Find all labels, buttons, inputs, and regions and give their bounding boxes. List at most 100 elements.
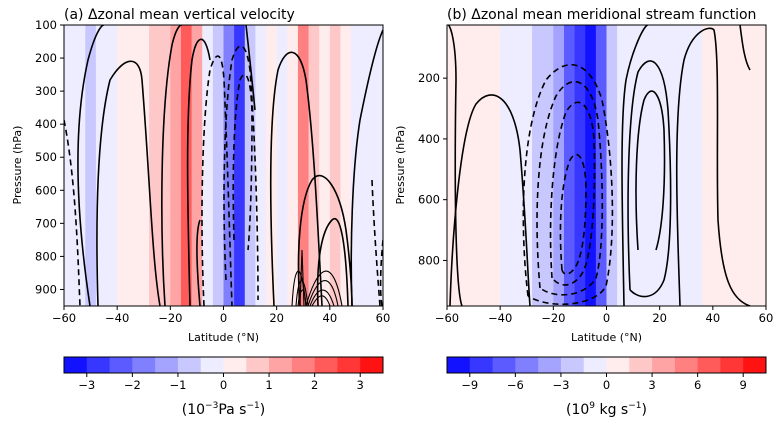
contour-line xyxy=(232,73,253,251)
colorbar-tick-label: −6 xyxy=(507,378,524,392)
shading-band xyxy=(159,25,171,306)
colorbar-segment xyxy=(291,357,316,373)
shading-band xyxy=(521,25,533,306)
contour-line xyxy=(536,80,604,296)
contour-line xyxy=(269,51,323,306)
contour-line xyxy=(559,153,587,275)
shading-band xyxy=(574,25,586,306)
shading-band xyxy=(734,25,746,306)
contour-line xyxy=(621,25,649,306)
shading-band xyxy=(712,25,725,306)
y-tick-label: 800 xyxy=(35,249,57,263)
contour-line xyxy=(223,45,259,301)
panel-b-y-axis: 200 400 600 800 xyxy=(418,71,447,267)
contour-line xyxy=(311,295,331,306)
shading-band xyxy=(489,25,501,306)
colorbar-segment xyxy=(64,357,88,373)
shading-band xyxy=(457,25,469,306)
colorbar-tick-label: 0 xyxy=(603,378,610,392)
shading-band xyxy=(234,25,246,306)
colorbar-tick-label: 1 xyxy=(265,378,272,392)
contour-line xyxy=(549,101,596,286)
shading-band xyxy=(287,25,299,306)
contour-line xyxy=(316,217,349,306)
colorbar-a-label: (10−3Pa s−1) xyxy=(182,401,265,418)
panel-b-xlabel: Latitude (°N) xyxy=(571,331,642,344)
panel-a-x-axis: −60 −40 −20 0 20 40 60 xyxy=(52,306,390,325)
colorbar-segment xyxy=(132,357,156,373)
colorbar-b: −9 −6 −3 0 3 6 9 (109 kg s−1) xyxy=(446,356,767,418)
x-tick-label: 20 xyxy=(269,311,284,325)
panel-b-shading xyxy=(447,25,766,306)
shading-band xyxy=(180,25,193,306)
colorbar-segment xyxy=(560,357,585,373)
shading-band xyxy=(723,25,735,306)
x-tick-label: −40 xyxy=(488,311,512,325)
colorbar-segment xyxy=(606,357,630,373)
shading-band xyxy=(627,25,639,306)
shading-band xyxy=(372,25,383,306)
contour-line xyxy=(305,270,343,306)
x-tick-label: 0 xyxy=(603,311,610,325)
x-tick-label: 20 xyxy=(652,311,667,325)
shading-band xyxy=(532,25,544,306)
shading-band xyxy=(266,25,278,306)
contour-line xyxy=(307,280,339,306)
shading-band xyxy=(64,25,76,306)
x-tick-label: −40 xyxy=(105,311,129,325)
y-tick-label: 100 xyxy=(35,18,57,32)
shading-band xyxy=(127,25,140,306)
x-tick-label: 40 xyxy=(323,311,338,325)
contour-line xyxy=(379,239,383,306)
x-tick-label: 40 xyxy=(706,311,721,325)
shading-band xyxy=(447,25,459,306)
colorbar-b-label: (109 kg s−1) xyxy=(566,401,647,418)
shading-band xyxy=(170,25,182,306)
panel-a-shading xyxy=(64,25,383,306)
colorbar-segment xyxy=(515,357,539,373)
x-tick-label: −20 xyxy=(541,311,565,325)
x-tick-label: −60 xyxy=(435,311,459,325)
shading-band xyxy=(244,25,256,306)
colorbar-tick-label: −3 xyxy=(552,378,569,392)
colorbar-segment xyxy=(469,357,493,373)
shading-band xyxy=(478,25,491,306)
contour-line xyxy=(350,29,383,306)
x-tick-label: 60 xyxy=(759,311,774,325)
shading-band xyxy=(755,25,766,306)
contour-line xyxy=(196,219,201,306)
shading-band xyxy=(276,25,288,306)
colorbar-a: −3 −2 −1 0 1 2 3 (10−3Pa s−1) xyxy=(63,356,384,418)
panel-a: −60 −40 −20 0 20 40 60 100 200 300 400 500 600 700 80… xyxy=(11,7,390,344)
contour-line xyxy=(96,60,161,306)
shading-band xyxy=(74,25,86,306)
shading-band xyxy=(585,25,597,306)
colorbar-tick-label: −2 xyxy=(124,378,141,392)
colorbar-segment xyxy=(337,357,361,373)
panel-b-neg-contours xyxy=(522,63,614,306)
y-tick-label: 200 xyxy=(418,71,440,85)
colorbar-segment xyxy=(246,357,270,373)
y-tick-label: 200 xyxy=(35,51,57,65)
colorbar-segment xyxy=(177,357,202,373)
colorbar-tick-label: 6 xyxy=(694,378,701,392)
panel-a-ylabel: Pressure (hPa) xyxy=(11,126,24,205)
colorbar-tick-label: −1 xyxy=(169,378,186,392)
colorbar-tick-label: 2 xyxy=(311,378,318,392)
contour-line xyxy=(299,249,305,306)
colorbar-tick-label: 9 xyxy=(740,378,747,392)
shading-band xyxy=(351,25,363,306)
panel-a-neg-contours xyxy=(64,45,383,306)
contour-line xyxy=(201,55,233,306)
contour-line xyxy=(186,38,211,306)
y-tick-label: 400 xyxy=(35,117,57,131)
panel-b-ylabel: Pressure (hPa) xyxy=(394,126,407,205)
shading-band xyxy=(191,25,203,306)
contour-line xyxy=(309,289,335,306)
panel-b-x-axis: −60 −40 −20 0 20 40 60 xyxy=(435,306,773,325)
x-tick-label: 60 xyxy=(376,311,391,325)
colorbar-segment xyxy=(155,357,179,373)
colorbar-segment xyxy=(674,357,699,373)
x-tick-label: 0 xyxy=(220,311,227,325)
